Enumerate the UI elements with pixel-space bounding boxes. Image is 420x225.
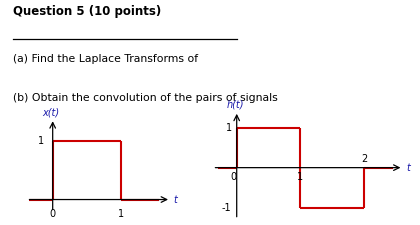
Text: (b) Obtain the convolution of the pairs of signals: (b) Obtain the convolution of the pairs … (13, 93, 281, 103)
Text: 1: 1 (226, 123, 231, 133)
Text: t: t (173, 195, 177, 205)
Text: t: t (406, 163, 410, 173)
Text: 1: 1 (38, 136, 45, 146)
Text: 2: 2 (361, 154, 367, 164)
Text: (a) Find the Laplace Transforms of: (a) Find the Laplace Transforms of (13, 54, 201, 64)
Text: 1: 1 (297, 172, 303, 182)
Text: h(t): h(t) (227, 100, 244, 110)
Text: 1: 1 (118, 209, 124, 219)
Text: 0: 0 (50, 209, 56, 219)
Text: -1: -1 (222, 202, 231, 213)
Text: 0: 0 (231, 172, 237, 182)
Text: Question 5 (10 points): Question 5 (10 points) (13, 5, 161, 18)
Text: x(t): x(t) (42, 107, 59, 117)
